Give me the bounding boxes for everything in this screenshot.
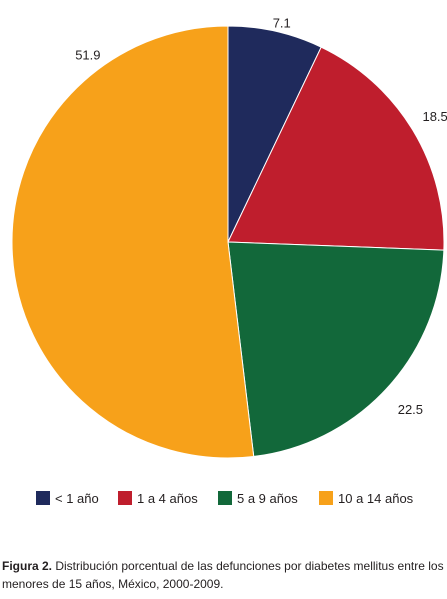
label-1-4: 18.5 [422, 109, 447, 124]
caption-text: Distribución porcentual de las defuncion… [2, 559, 444, 591]
slice-5-9 [227, 241, 445, 458]
legend-label: 10 a 14 años [338, 490, 414, 506]
legend-label: < 1 año [55, 490, 99, 506]
legend-swatch [118, 491, 132, 505]
label-under-1: 7.1 [273, 15, 291, 30]
pie-chart: 7.1 18.5 22.5 51.9 [11, 15, 447, 459]
legend-swatch [218, 491, 232, 505]
caption-prefix: Figura 2. [2, 559, 53, 573]
legend-item-under-1: < 1 año [36, 489, 99, 507]
legend: < 1 año 1 a 4 años 5 a 9 años 10 a 14 añ… [0, 489, 447, 509]
legend-label: 5 a 9 años [237, 490, 298, 506]
legend-item-10-14: 10 a 14 años [319, 489, 413, 507]
label-5-9: 22.5 [398, 402, 423, 417]
legend-item-5-9: 5 a 9 años [218, 489, 298, 507]
legend-swatch [36, 491, 50, 505]
slice-1-4 [227, 46, 445, 251]
slice-10-14 [11, 25, 255, 459]
legend-item-1-4: 1 a 4 años [118, 489, 198, 507]
label-10-14: 51.9 [75, 48, 100, 63]
figure-caption: Figura 2. Distribución porcentual de las… [2, 557, 445, 593]
legend-swatch [319, 491, 333, 505]
legend-label: 1 a 4 años [137, 490, 198, 506]
